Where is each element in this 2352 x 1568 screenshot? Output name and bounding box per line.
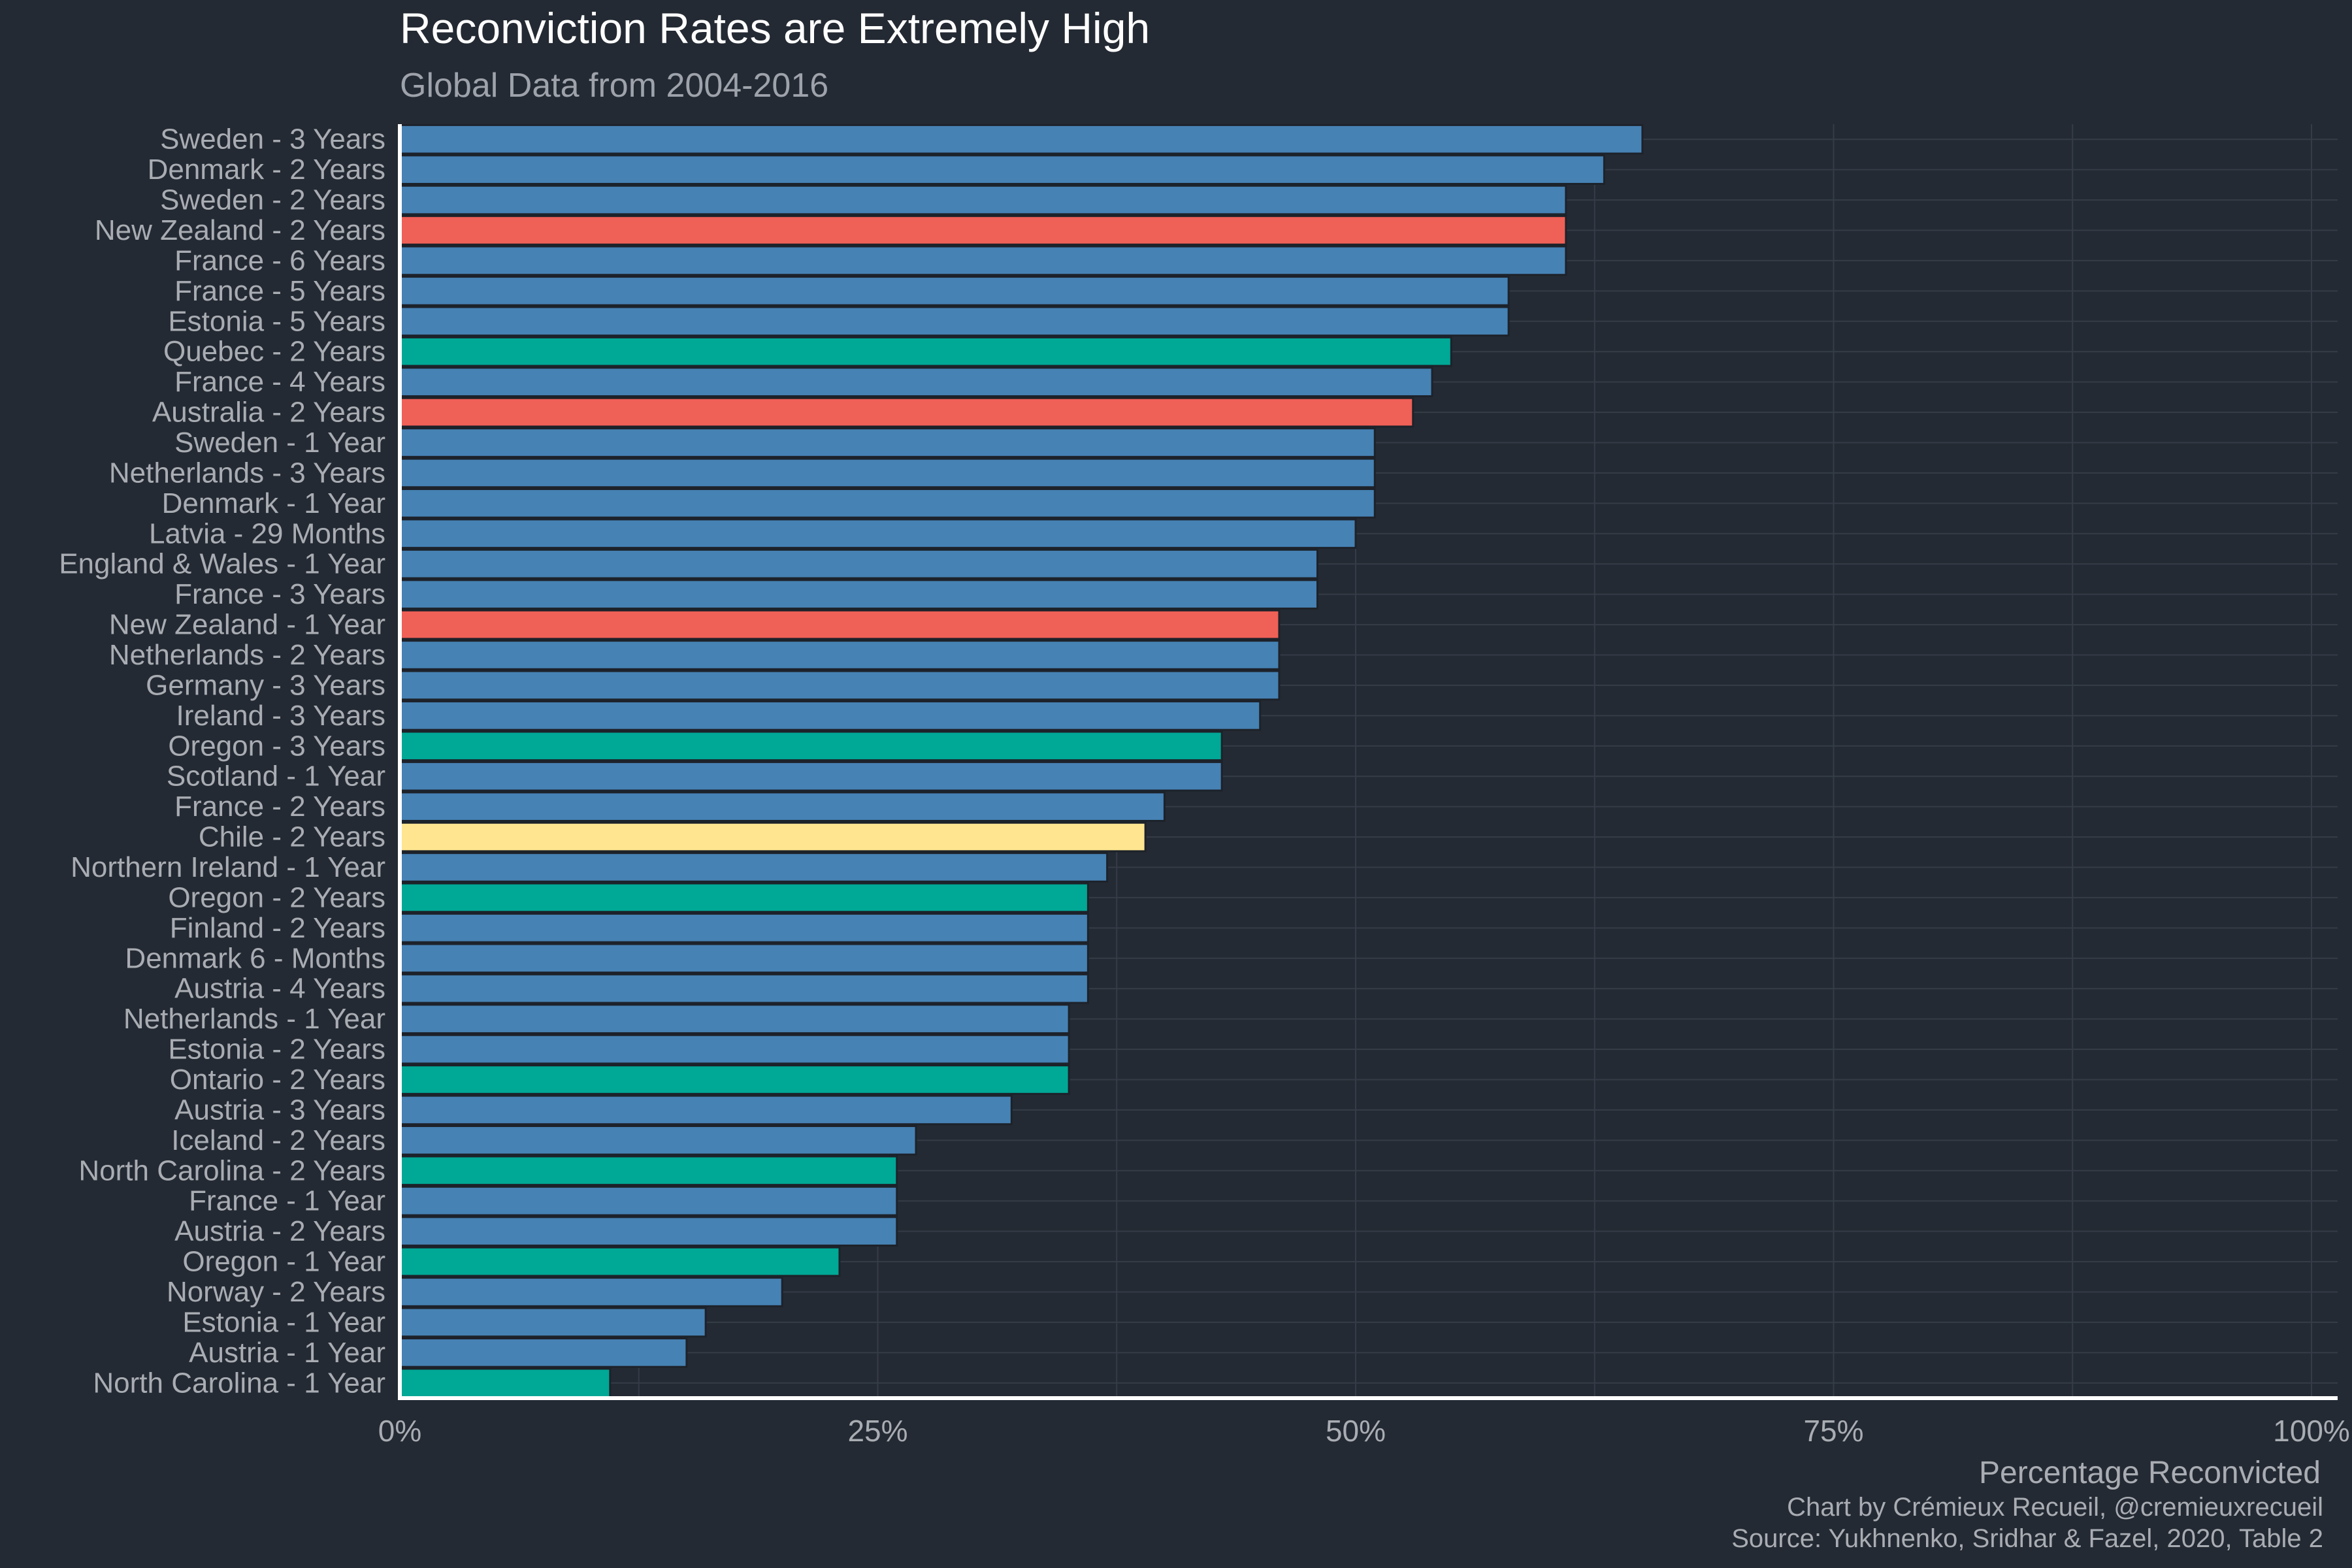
category-label: Austria - 2 Years [174, 1215, 385, 1247]
bar [399, 1337, 688, 1368]
category-label: Sweden - 3 Years [160, 123, 385, 155]
category-label: Latvia - 29 Months [149, 517, 385, 549]
bar [399, 367, 1433, 397]
bar [399, 1004, 1070, 1034]
category-label: Scotland - 1 Year [167, 760, 385, 792]
category-label: Northern Ireland - 1 Year [71, 851, 385, 883]
category-label: Netherlands - 2 Years [109, 639, 385, 671]
caption-source: Source: Yukhnenko, Sridhar & Fazel, 2020… [1731, 1524, 2323, 1553]
x-tick-label: 75% [1803, 1414, 1863, 1448]
category-label: Denmark - 1 Year [162, 487, 385, 519]
category-label: France - 5 Years [174, 275, 385, 307]
category-label: New Zealand - 2 Years [95, 214, 385, 246]
category-label: Estonia - 5 Years [168, 305, 385, 337]
x-tick-label: 0% [378, 1414, 421, 1448]
category-label: Sweden - 1 Year [174, 427, 385, 459]
category-label: Norway - 2 Years [167, 1276, 385, 1308]
category-label: Germany - 3 Years [146, 669, 385, 701]
bar [399, 1277, 783, 1307]
x-tick-label: 25% [847, 1414, 907, 1448]
bar [399, 1307, 707, 1338]
category-label: North Carolina - 2 Years [78, 1154, 385, 1186]
x-axis-title: Percentage Reconvicted [1979, 1456, 2321, 1490]
bar [399, 123, 1644, 155]
category-label: Sweden - 2 Years [160, 184, 385, 216]
bar [399, 276, 1510, 306]
bar [399, 184, 1567, 216]
bar [399, 488, 1376, 519]
category-label: Estonia - 1 Year [182, 1306, 385, 1338]
x-tick-label: 50% [1326, 1414, 1386, 1448]
bar [399, 457, 1376, 489]
bar [399, 579, 1318, 610]
bar [399, 518, 1357, 549]
bar [399, 397, 1414, 428]
category-label: France - 1 Year [189, 1185, 385, 1217]
category-label: Austria - 1 Year [189, 1337, 385, 1369]
bar [399, 306, 1510, 337]
category-label: Oregon - 1 Year [182, 1246, 385, 1278]
category-label: Ireland - 3 Years [176, 700, 385, 732]
bar [399, 821, 1147, 853]
caption-credit: Chart by Crémieux Recueil, @cremieuxrecu… [1787, 1493, 2323, 1522]
category-label: France - 3 Years [174, 578, 385, 610]
bar [399, 730, 1223, 762]
category-label: Iceland - 2 Years [171, 1124, 385, 1156]
category-label: Quebec - 2 Years [163, 336, 385, 368]
x-tick-label: 100% [2273, 1414, 2350, 1448]
category-label: Ontario - 2 Years [170, 1064, 385, 1096]
bar [399, 973, 1089, 1004]
category-label: Oregon - 3 Years [168, 730, 385, 762]
chart-title: Reconviction Rates are Extremely High [400, 4, 1150, 52]
category-label: Austria - 4 Years [174, 973, 385, 1005]
bar [399, 882, 1089, 913]
category-label: France - 2 Years [174, 791, 385, 823]
bar [399, 154, 1605, 185]
bar [399, 1094, 1013, 1126]
category-label: Estonia - 2 Years [168, 1034, 385, 1066]
category-label: Oregon - 2 Years [168, 881, 385, 913]
bar [399, 427, 1376, 458]
bar [399, 548, 1318, 580]
bar [399, 1155, 898, 1186]
bar [399, 1034, 1070, 1065]
category-label: Netherlands - 3 Years [109, 457, 385, 489]
category-label: Netherlands - 1 Year [123, 1003, 385, 1035]
bar [399, 215, 1567, 246]
bar [399, 245, 1567, 276]
bars [399, 123, 1644, 1399]
bar [399, 1185, 898, 1217]
category-label: North Carolina - 1 Year [93, 1367, 385, 1399]
bar [399, 943, 1089, 974]
category-label: France - 6 Years [174, 244, 385, 276]
bar [399, 1367, 612, 1399]
bar [399, 1216, 898, 1247]
chart-subtitle: Global Data from 2004-2016 [400, 67, 828, 105]
bar [399, 609, 1281, 640]
category-label: Chile - 2 Years [199, 821, 385, 853]
category-label: France - 4 Years [174, 366, 385, 398]
bar [399, 1064, 1070, 1095]
category-label: Australia - 2 Years [152, 397, 385, 429]
category-label: Denmark - 2 Years [148, 154, 385, 186]
bar [399, 913, 1089, 943]
bar [399, 670, 1281, 701]
bar [399, 1125, 917, 1156]
category-label: Austria - 3 Years [174, 1094, 385, 1126]
bar [399, 336, 1452, 367]
x-tick-labels: 0% 25% 50% 75% 100% [378, 1414, 2350, 1448]
category-label: Finland - 2 Years [170, 912, 385, 944]
bar [399, 852, 1109, 883]
bar [399, 791, 1166, 822]
category-label: Denmark 6 - Months [125, 942, 385, 974]
bar [399, 640, 1281, 670]
bar [399, 760, 1223, 792]
category-label: New Zealand - 1 Year [109, 609, 385, 641]
category-label: England & Wales - 1 Year [59, 548, 385, 580]
bar [399, 700, 1262, 731]
bar [399, 1246, 841, 1277]
